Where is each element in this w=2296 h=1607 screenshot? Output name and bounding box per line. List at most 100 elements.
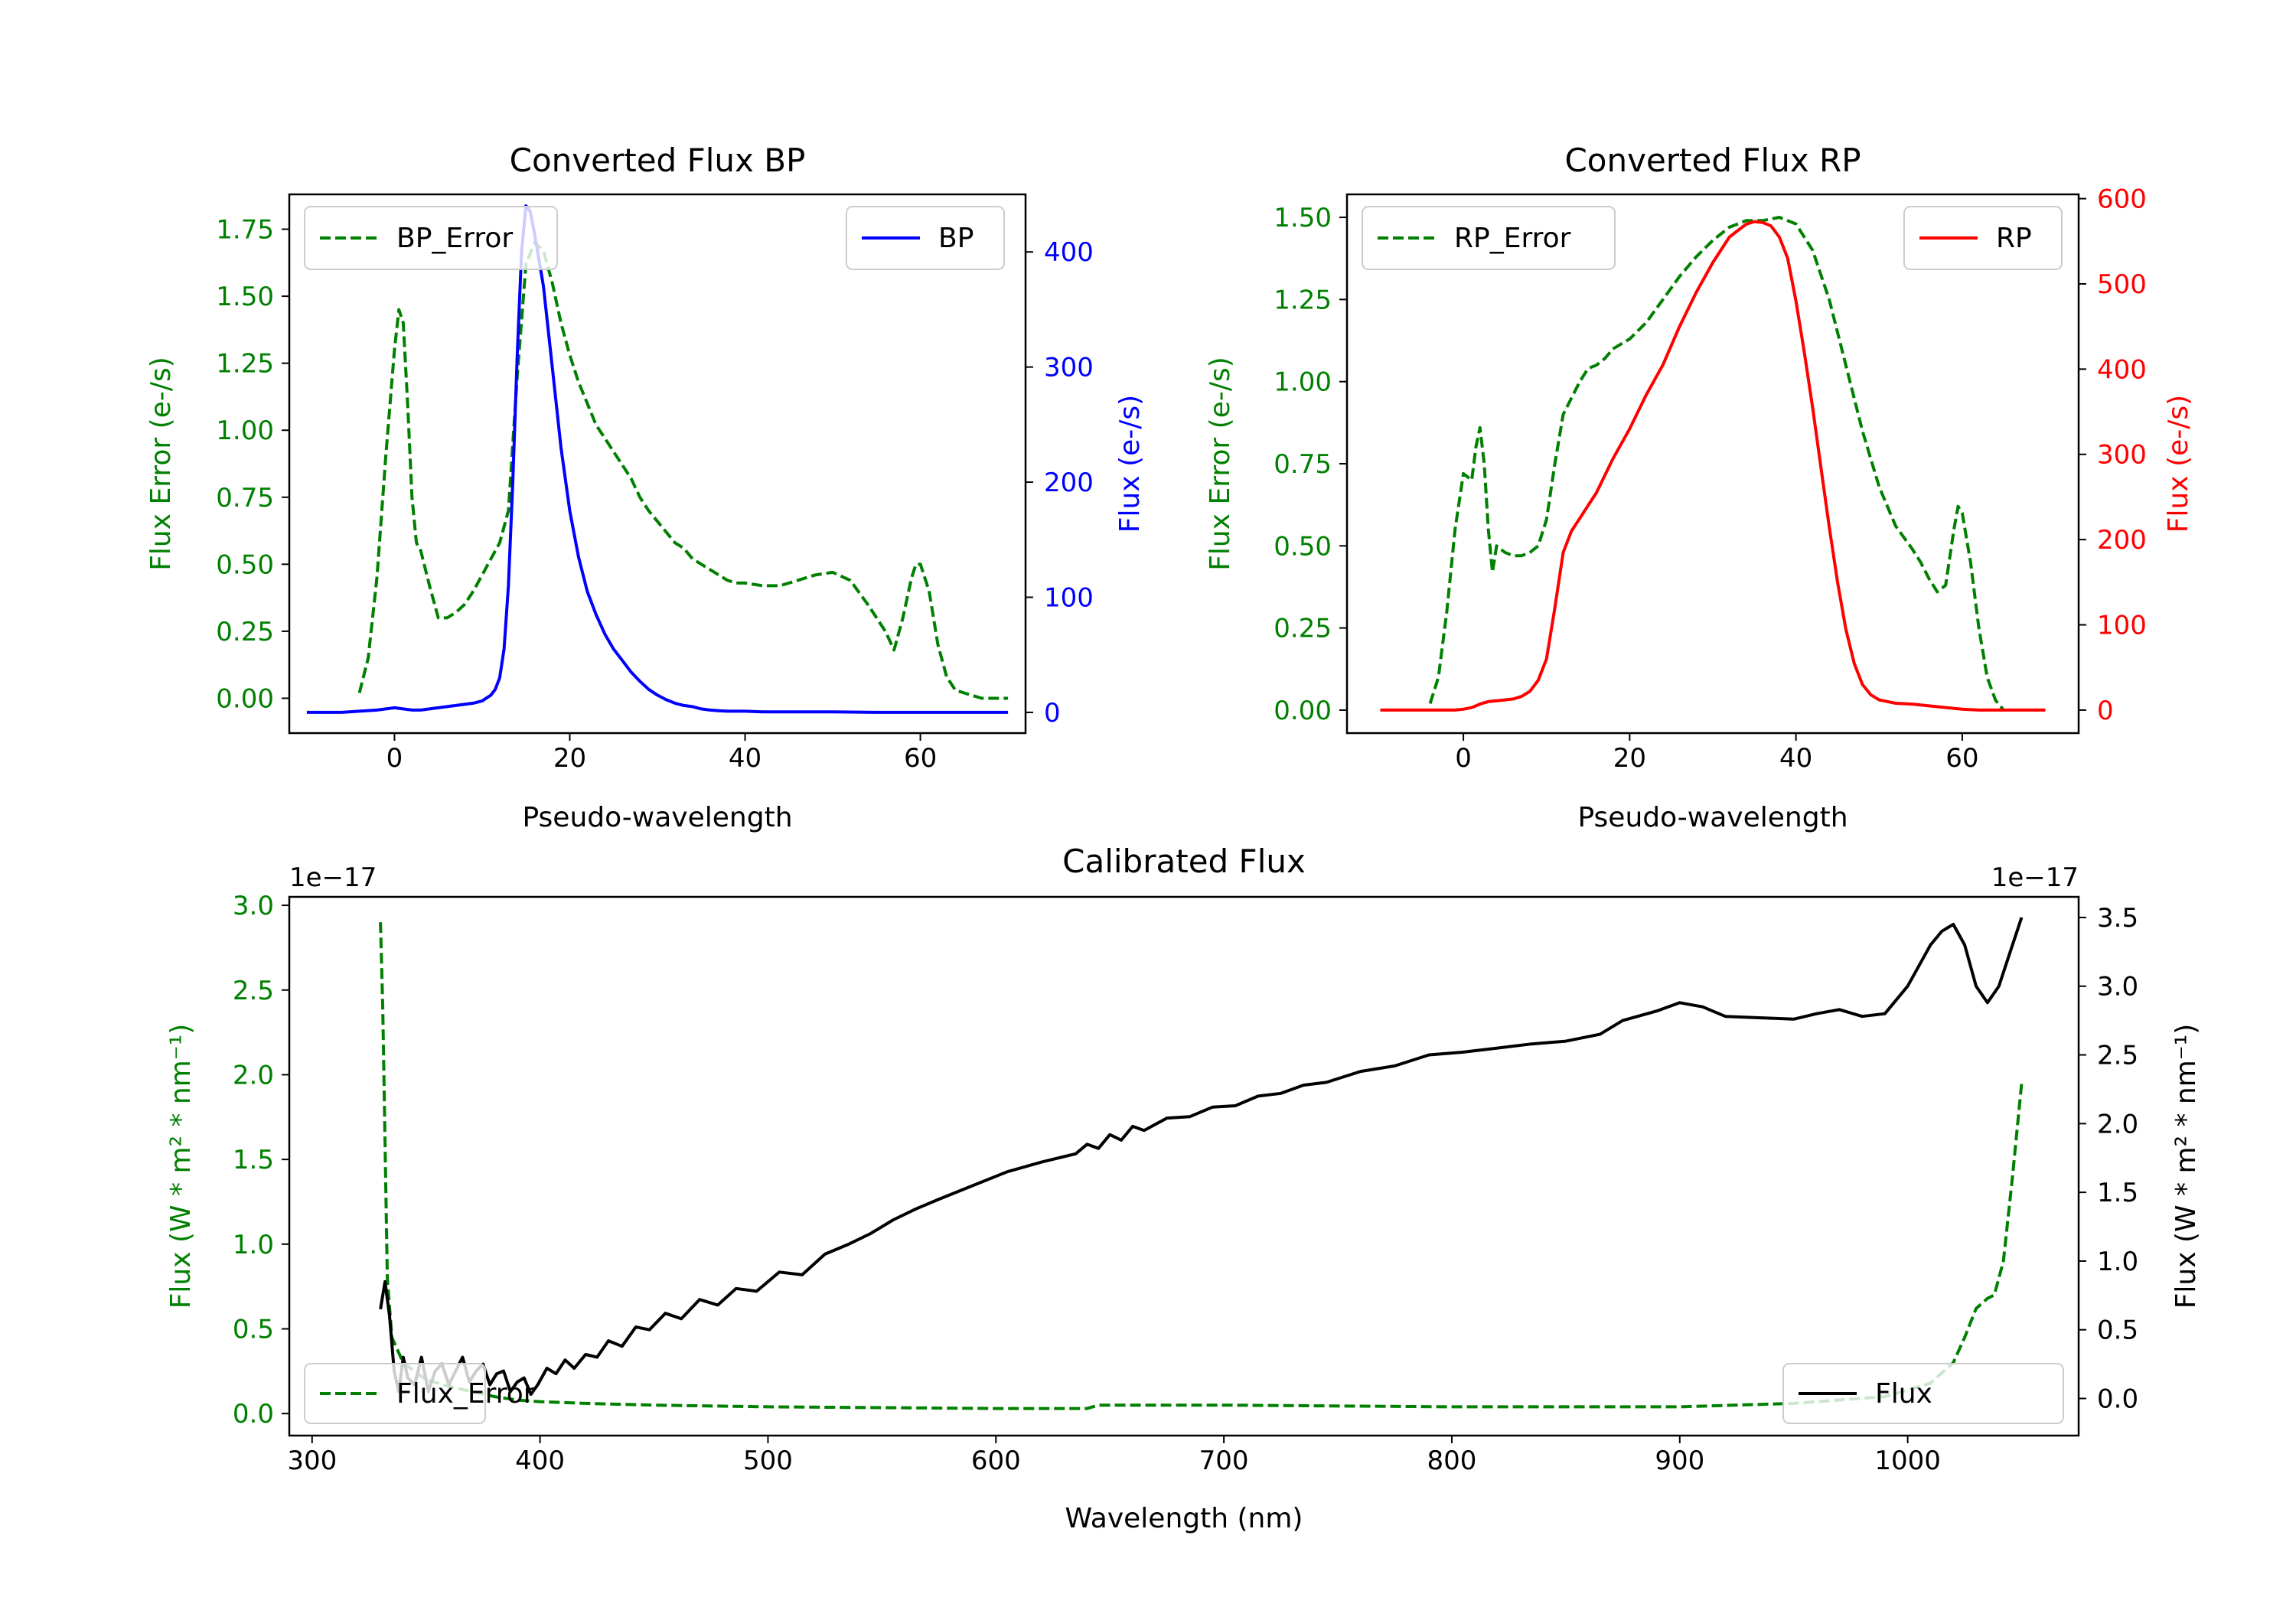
rp-chart-title: Converted Flux RP — [1564, 142, 1861, 179]
bp-ytick-left-label: 0.50 — [216, 549, 274, 580]
rp-legend-right-label: RP — [1996, 223, 2032, 254]
bp-series-bp-line — [306, 204, 1009, 714]
bp-xtick-label: 0 — [386, 743, 403, 774]
bp-ytick-right-label: 400 — [1044, 237, 1094, 268]
calibrated-xtick-label: 500 — [743, 1446, 793, 1476]
calibrated-ytick-left-label: 2.5 — [233, 976, 274, 1006]
calibrated-legend-right: Flux — [1782, 1363, 2064, 1424]
rp-x-axis-label: Pseudo-wavelength — [1577, 802, 1848, 833]
bp-ytick-left-label: 1.25 — [216, 349, 274, 380]
bp-legend-right-label: BP — [938, 223, 974, 254]
calibrated-plot-frame — [288, 895, 2080, 1437]
rp-xtick-label: 20 — [1613, 743, 1646, 774]
calibrated-ytick-left-label: 0.0 — [233, 1399, 274, 1429]
calibrated-ytick-left-label: 1.5 — [233, 1145, 274, 1175]
bp-ytick-left-label: 0.00 — [216, 683, 274, 714]
bp-legend-right-box — [846, 206, 1005, 270]
calibrated-xtick-label: 600 — [971, 1446, 1021, 1476]
calibrated-xtick-label: 800 — [1427, 1446, 1477, 1476]
calibrated-x-axis-label: Wavelength (nm) — [1065, 1503, 1303, 1534]
calibrated-xtick-label: 400 — [515, 1446, 565, 1476]
calibrated-ytick-right-label: 3.0 — [2097, 972, 2138, 1002]
calibrated-series-flux-line — [379, 917, 2024, 1397]
rp-ytick-right-label: 300 — [2097, 440, 2147, 471]
rp-xtick-label: 0 — [1455, 743, 1472, 774]
calibrated-xtick-label: 1000 — [1874, 1446, 1941, 1476]
rp-ytick-right-label: 0 — [2097, 696, 2114, 726]
bp-ytick-left-label: 0.25 — [216, 617, 274, 647]
bp-legend-left: BP_Error — [304, 206, 558, 270]
calibrated-legend-left-label: Flux_Error — [396, 1378, 535, 1410]
calibrated-legend-left: Flux_Error — [304, 1363, 535, 1424]
calibrated-ytick-right-label: 1.5 — [2097, 1178, 2138, 1208]
bp-plot-frame — [288, 193, 1027, 735]
calibrated-offset-left-label: 1e−17 — [289, 862, 377, 893]
bp-legend-left-box — [304, 206, 558, 270]
rp-y-axis-right-label: Flux (e-/s) — [2163, 395, 2194, 533]
calibrated-ytick-right-label: 2.0 — [2097, 1109, 2138, 1139]
bp-ytick-right-label: 0 — [1044, 698, 1061, 729]
calibrated-ytick-right-label: 1.0 — [2097, 1247, 2138, 1277]
rp-ytick-left-label: 0.25 — [1274, 614, 1332, 644]
rp-legend-left-label: RP_Error — [1454, 223, 1571, 254]
bp-y-axis-right-label: Flux (e-/s) — [1114, 395, 1146, 533]
calibrated-chart-title: Calibrated Flux — [1062, 843, 1306, 880]
calibrated-ytick-left-label: 3.0 — [233, 891, 274, 921]
rp-ytick-right-label: 400 — [2097, 354, 2147, 385]
calibrated-y-axis-right-label: Flux (W * m² * nm⁻¹) — [2170, 1024, 2202, 1309]
calibrated-series-flux-error-line — [379, 922, 2024, 1410]
rp-legend-right: RP — [1903, 206, 2063, 270]
rp-ytick-right-label: 500 — [2097, 269, 2147, 300]
rp-legend-left: RP_Error — [1362, 206, 1616, 270]
calibrated-offset-right-label: 1e−17 — [1991, 862, 2079, 893]
calibrated-ytick-left-label: 0.5 — [233, 1315, 274, 1345]
rp-ytick-left-label: 1.00 — [1274, 367, 1332, 398]
rp-ytick-right-label: 100 — [2097, 611, 2147, 641]
calibrated-legend-right-box — [1782, 1363, 2064, 1424]
calibrated-ytick-right-label: 0.5 — [2097, 1315, 2138, 1346]
bp-xtick-label: 40 — [729, 743, 762, 774]
calibrated-ytick-right-label: 0.0 — [2097, 1384, 2138, 1415]
calibrated-ytick-left-label: 2.0 — [233, 1060, 274, 1090]
rp-legend-right-box — [1903, 206, 2063, 270]
rp-legend-left-box — [1362, 206, 1616, 270]
bp-ytick-left-label: 1.50 — [216, 282, 274, 312]
rp-xtick-label: 60 — [1945, 743, 1978, 774]
bp-ytick-left-label: 1.00 — [216, 416, 274, 446]
rp-ytick-right-label: 600 — [2097, 184, 2147, 215]
rp-plot-frame — [1345, 193, 2080, 735]
calibrated-legend-left-box — [304, 1363, 486, 1424]
bp-ytick-right-label: 100 — [1044, 582, 1094, 613]
bp-ytick-right-label: 200 — [1044, 468, 1094, 498]
rp-ytick-left-label: 0.50 — [1274, 531, 1332, 562]
calibrated-y-axis-left-label: Flux (W * m² * nm⁻¹) — [165, 1024, 197, 1309]
bp-series-bp-error-line — [357, 241, 1009, 700]
bp-legend-right: BP — [846, 206, 1005, 270]
calibrated-xtick-label: 300 — [287, 1446, 337, 1476]
bp-chart-title: Converted Flux BP — [510, 142, 806, 179]
calibrated-xtick-label: 700 — [1199, 1446, 1249, 1476]
calibrated-ytick-right-label: 2.5 — [2097, 1041, 2138, 1071]
rp-ytick-left-label: 0.00 — [1274, 696, 1332, 726]
rp-y-axis-left-label: Flux Error (e-/s) — [1205, 357, 1236, 571]
bp-xtick-label: 20 — [553, 743, 586, 774]
rp-series-rp-error-line — [1428, 216, 2005, 712]
rp-ytick-right-label: 200 — [2097, 525, 2147, 556]
bp-ytick-left-label: 0.75 — [216, 483, 274, 513]
bp-x-axis-label: Pseudo-wavelength — [522, 802, 792, 833]
rp-ytick-left-label: 1.50 — [1274, 203, 1332, 233]
rp-ytick-left-label: 0.75 — [1274, 449, 1332, 480]
rp-xtick-label: 40 — [1779, 743, 1812, 774]
bp-xtick-label: 60 — [904, 743, 937, 774]
bp-ytick-left-label: 1.75 — [216, 215, 274, 246]
calibrated-ytick-right-label: 3.5 — [2097, 903, 2138, 934]
rp-series-rp-line — [1380, 220, 2046, 712]
calibrated-ytick-left-label: 1.0 — [233, 1230, 274, 1260]
bp-ytick-right-label: 300 — [1044, 353, 1094, 383]
bp-y-axis-left-label: Flux Error (e-/s) — [145, 357, 177, 571]
rp-ytick-left-label: 1.25 — [1274, 285, 1332, 315]
calibrated-xtick-label: 900 — [1655, 1446, 1704, 1476]
bp-legend-left-label: BP_Error — [396, 223, 513, 254]
calibrated-legend-right-label: Flux — [1875, 1378, 1932, 1410]
